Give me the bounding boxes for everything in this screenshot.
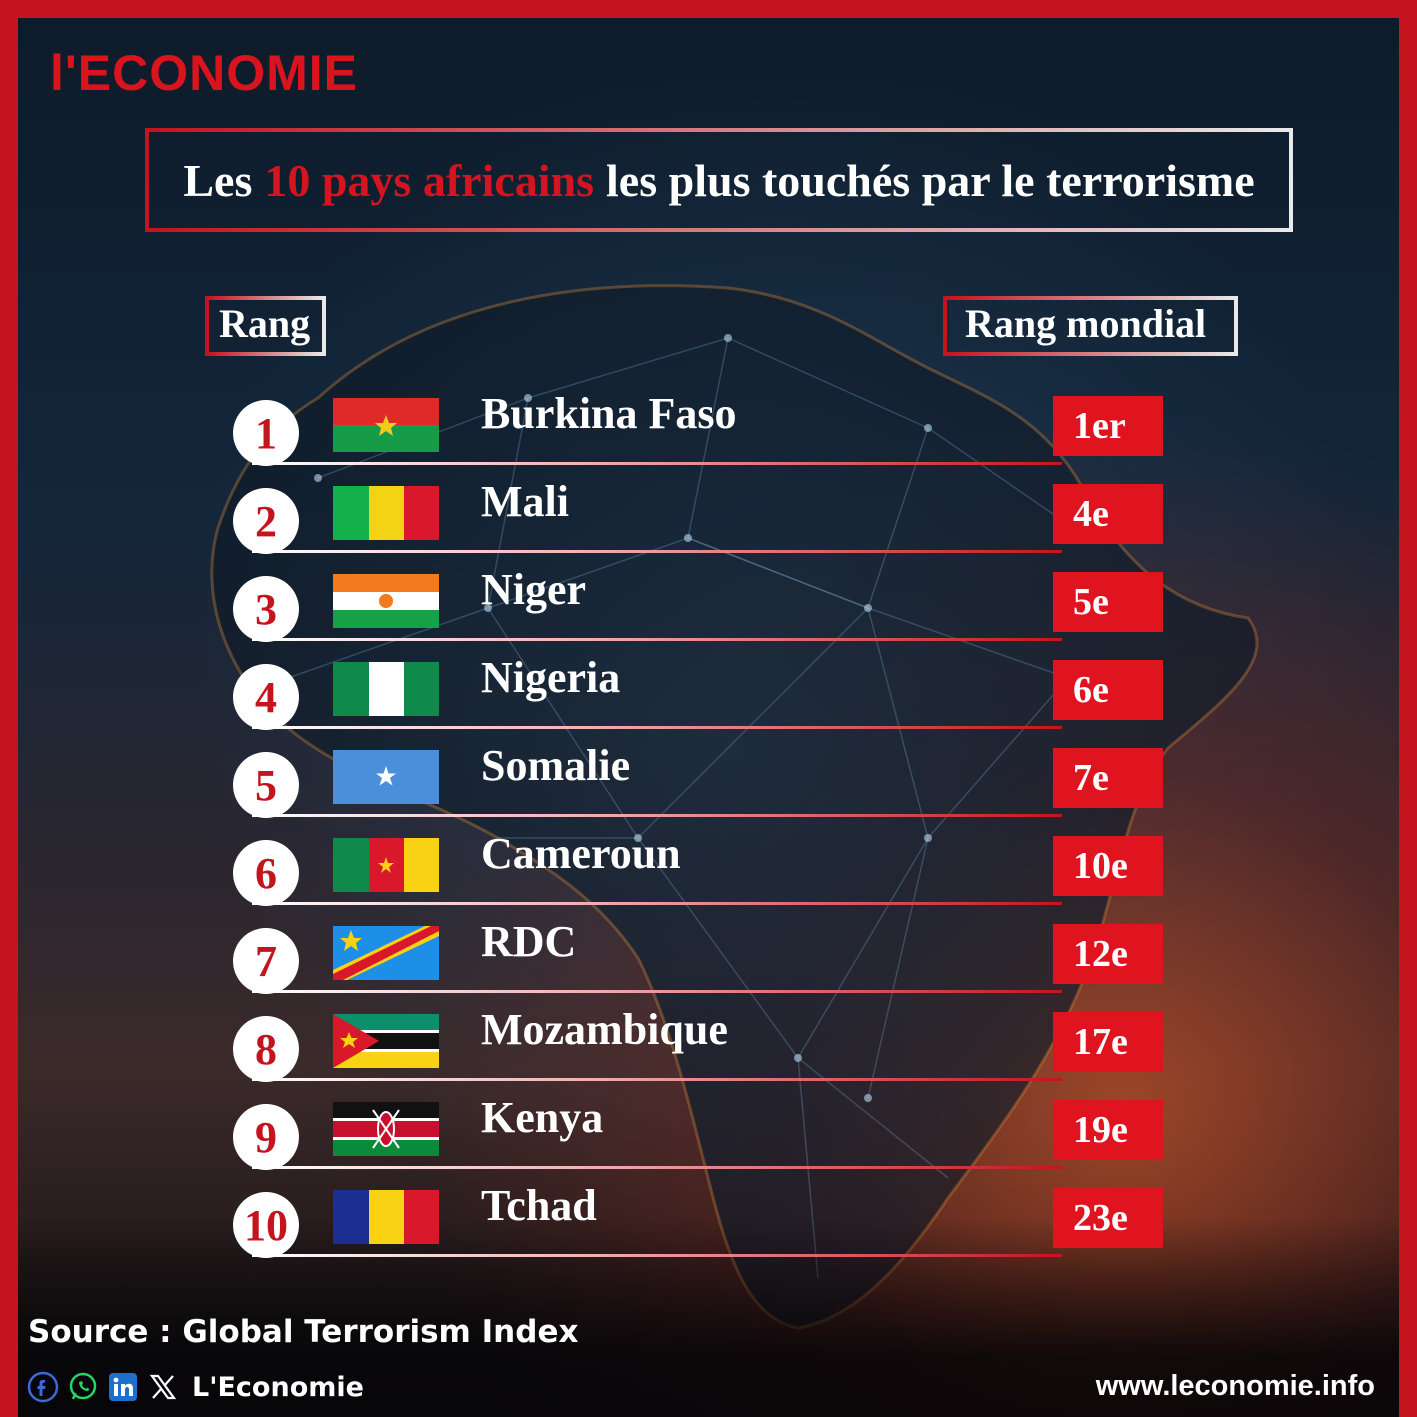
website-link[interactable]: www.leconomie.info bbox=[1095, 1370, 1375, 1402]
rank-badge: 10 bbox=[233, 1192, 299, 1258]
title-part-1: Les bbox=[183, 154, 253, 206]
world-rank-badge: 19e bbox=[1053, 1100, 1163, 1160]
rank-badge: 3 bbox=[233, 576, 299, 642]
rank-badge: 9 bbox=[233, 1104, 299, 1170]
row-divider bbox=[252, 814, 1062, 817]
niger-flag-icon bbox=[333, 574, 439, 628]
chad-flag-icon bbox=[333, 1190, 439, 1244]
row-divider bbox=[252, 550, 1062, 553]
row-divider bbox=[252, 902, 1062, 905]
drc-flag-icon bbox=[333, 926, 439, 980]
social-brand-name: L'Economie bbox=[192, 1371, 364, 1403]
ranking-row: 1 Burkina Faso 1er bbox=[0, 389, 1417, 480]
kenya-flag-icon bbox=[333, 1102, 439, 1156]
world-rank-badge: 17e bbox=[1053, 1012, 1163, 1072]
ranking-row: 10 Tchad 23e bbox=[0, 1181, 1417, 1272]
ranking-row: 2 Mali 4e bbox=[0, 477, 1417, 568]
country-name: Somalie bbox=[481, 741, 631, 790]
title-part-2: les plus touchés par le terrorisme bbox=[606, 154, 1255, 206]
row-divider bbox=[252, 638, 1062, 641]
ranking-row: 8 Mozambique 17e bbox=[0, 1005, 1417, 1096]
world-rank-badge: 12e bbox=[1053, 924, 1163, 984]
facebook-icon[interactable] bbox=[26, 1370, 60, 1404]
ranking-row: 9 Kenya 19e bbox=[0, 1093, 1417, 1184]
rank-badge: 8 bbox=[233, 1016, 299, 1082]
country-name: Cameroun bbox=[481, 829, 681, 878]
ranking-row: 3 Niger 5e bbox=[0, 565, 1417, 656]
somalia-flag-icon bbox=[333, 750, 439, 804]
rank-badge: 4 bbox=[233, 664, 299, 730]
cameroon-flag-icon bbox=[333, 838, 439, 892]
rank-badge: 7 bbox=[233, 928, 299, 994]
burkina-faso-flag-icon bbox=[333, 398, 439, 452]
country-name: Mozambique bbox=[481, 1005, 728, 1054]
world-rank-badge: 5e bbox=[1053, 572, 1163, 632]
country-name: Niger bbox=[481, 565, 587, 614]
row-divider bbox=[252, 1166, 1062, 1169]
world-rank-badge: 23e bbox=[1053, 1188, 1163, 1248]
country-name: Nigeria bbox=[481, 653, 621, 702]
rank-badge: 2 bbox=[233, 488, 299, 554]
world-rank-badge: 4e bbox=[1053, 484, 1163, 544]
country-name: Kenya bbox=[481, 1093, 604, 1142]
row-divider bbox=[252, 726, 1062, 729]
row-divider bbox=[252, 1254, 1062, 1257]
row-divider bbox=[252, 462, 1062, 465]
country-name: RDC bbox=[481, 917, 577, 966]
mali-flag-icon bbox=[333, 486, 439, 540]
rank-badge: 5 bbox=[233, 752, 299, 818]
page-title: Les 10 pays africains les plus touchés p… bbox=[145, 128, 1293, 232]
social-links: L'Economie bbox=[26, 1370, 364, 1404]
ranking-row: 7 RDC 12e bbox=[0, 917, 1417, 1008]
x-icon[interactable] bbox=[146, 1370, 180, 1404]
world-rank-column-header: Rang mondial bbox=[943, 296, 1238, 356]
mozambique-flag-icon bbox=[333, 1014, 439, 1068]
nigeria-flag-icon bbox=[333, 662, 439, 716]
row-divider bbox=[252, 990, 1062, 993]
world-rank-badge: 10e bbox=[1053, 836, 1163, 896]
source-note: Source : Global Terrorism Index bbox=[28, 1314, 579, 1350]
ranking-row: 5 Somalie 7e bbox=[0, 741, 1417, 832]
country-name: Burkina Faso bbox=[481, 389, 737, 438]
africa-network-illustration bbox=[210, 284, 1259, 1330]
rank-badge: 6 bbox=[233, 840, 299, 906]
ranking-row: 4 Nigeria 6e bbox=[0, 653, 1417, 744]
country-name: Mali bbox=[481, 477, 569, 526]
world-rank-badge: 1er bbox=[1053, 396, 1163, 456]
rank-column-header: Rang bbox=[205, 296, 326, 356]
ranking-row: 6 Cameroun 10e bbox=[0, 829, 1417, 920]
world-rank-badge: 6e bbox=[1053, 660, 1163, 720]
linkedin-icon[interactable] bbox=[106, 1370, 140, 1404]
whatsapp-icon[interactable] bbox=[66, 1370, 100, 1404]
rank-badge: 1 bbox=[233, 400, 299, 466]
country-name: Tchad bbox=[481, 1181, 597, 1230]
title-accent: 10 pays africains bbox=[264, 154, 595, 206]
world-rank-badge: 7e bbox=[1053, 748, 1163, 808]
row-divider bbox=[252, 1078, 1062, 1081]
brand-logo: l'ECONOMIE bbox=[50, 45, 359, 101]
